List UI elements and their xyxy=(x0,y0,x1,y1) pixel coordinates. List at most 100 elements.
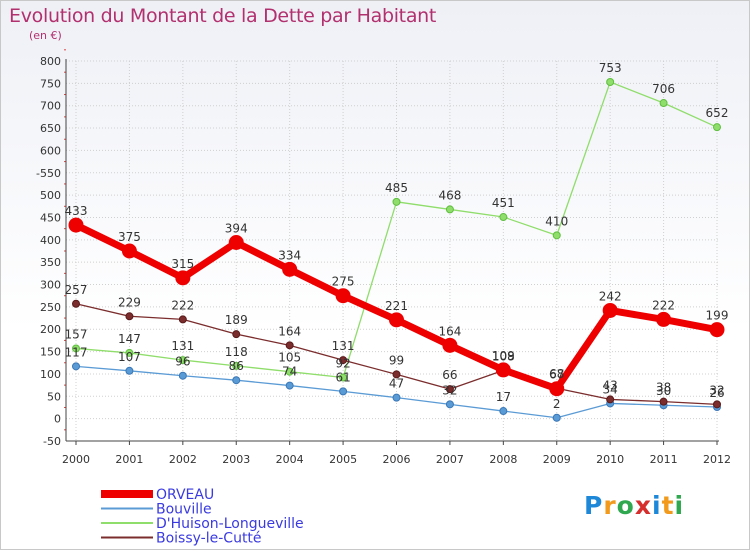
data-point-boissy-le-cutte xyxy=(125,312,134,321)
x-tick-label: 2010 xyxy=(596,453,624,466)
data-point-boissy-le-cutte xyxy=(72,299,80,308)
y-tick-label: 50 xyxy=(47,390,61,403)
data-label-bouville: 30 xyxy=(656,384,671,398)
data-point-bouville xyxy=(125,366,134,375)
logo-letter: t xyxy=(661,491,675,520)
y-tick-label: 150 xyxy=(40,346,61,359)
data-point-orveau xyxy=(495,362,511,378)
y-tick-label: 800 xyxy=(40,55,61,68)
data-label-bouville: 117 xyxy=(65,345,88,359)
y-tick-label: 300 xyxy=(40,279,61,292)
data-label-d-huison-longueville: 451 xyxy=(492,196,515,210)
data-label-boissy-le-cutte: 32 xyxy=(709,383,724,397)
y-tick-label: 400 xyxy=(40,234,61,247)
y-tick-label: 600 xyxy=(40,144,61,157)
data-point-orveau xyxy=(68,217,84,233)
x-tick-label: 2004 xyxy=(276,453,304,466)
logo-letter: i xyxy=(652,491,662,520)
data-point-orveau xyxy=(709,322,725,338)
y-tick-label: -550 xyxy=(36,167,61,180)
data-label-boissy-le-cutte: 43 xyxy=(603,378,618,392)
y-tick-label: 450 xyxy=(40,211,61,224)
data-point-boissy-le-cutte xyxy=(178,315,187,324)
data-label-bouville: 34 xyxy=(603,382,618,396)
data-point-d-huison-longueville xyxy=(445,205,454,214)
logo-letter: o xyxy=(616,491,635,520)
y-tick-label: 100 xyxy=(40,368,61,381)
data-label-bouville: 86 xyxy=(229,359,244,373)
data-label-d-huison-longueville: 92 xyxy=(335,357,350,371)
x-tick-label: 2008 xyxy=(489,453,517,466)
data-label-orveau: 222 xyxy=(652,298,675,312)
data-label-bouville: 61 xyxy=(335,370,350,384)
data-point-boissy-le-cutte xyxy=(339,356,348,365)
data-point-boissy-le-cutte xyxy=(445,385,454,394)
data-point-boissy-le-cutte xyxy=(659,397,668,406)
data-label-orveau: 375 xyxy=(118,230,141,244)
data-label-orveau: 109 xyxy=(492,349,515,363)
x-tick-label: 2000 xyxy=(62,453,90,466)
data-point-bouville xyxy=(392,393,401,402)
data-label-bouville: 26 xyxy=(709,386,724,400)
logo-letter: x xyxy=(634,491,652,520)
data-label-orveau: 67 xyxy=(549,368,564,382)
data-label-orveau: 334 xyxy=(278,248,301,262)
x-tick-label: 2002 xyxy=(169,453,197,466)
data-point-orveau xyxy=(121,243,137,259)
data-point-orveau xyxy=(282,261,298,277)
y-tick-label: 650 xyxy=(40,122,61,135)
data-label-orveau: 242 xyxy=(599,289,622,303)
data-point-d-huison-longueville xyxy=(72,344,80,353)
data-label-boissy-le-cutte: 99 xyxy=(389,353,404,367)
data-point-boissy-le-cutte xyxy=(232,330,241,339)
data-label-boissy-le-cutte: 38 xyxy=(656,381,671,395)
data-label-boissy-le-cutte: 66 xyxy=(442,368,457,382)
data-point-orveau xyxy=(389,312,404,328)
data-label-orveau: 221 xyxy=(385,299,408,313)
data-point-d-huison-longueville xyxy=(659,99,668,108)
chart-title: Evolution du Montant de la Dette par Hab… xyxy=(9,5,437,27)
y-tick-label: 200 xyxy=(40,323,61,336)
data-point-d-huison-longueville xyxy=(125,348,134,357)
data-point-bouville xyxy=(72,362,80,371)
data-label-bouville: 32 xyxy=(442,383,457,397)
data-point-bouville xyxy=(178,371,187,380)
data-point-orveau xyxy=(442,337,458,353)
data-point-boissy-le-cutte xyxy=(713,400,721,409)
data-point-orveau xyxy=(602,302,618,318)
data-point-orveau xyxy=(175,270,191,286)
data-point-d-huison-longueville xyxy=(713,123,721,132)
y-tick-label: 700 xyxy=(40,100,61,113)
x-tick-label: 2011 xyxy=(650,453,678,466)
data-label-d-huison-longueville: 105 xyxy=(278,351,301,365)
data-point-d-huison-longueville xyxy=(552,231,561,240)
data-label-bouville: 74 xyxy=(282,365,297,379)
data-label-d-huison-longueville: 410 xyxy=(545,214,568,228)
data-label-bouville: 47 xyxy=(389,377,404,391)
data-point-bouville xyxy=(552,413,561,422)
data-label-d-huison-longueville: 485 xyxy=(385,181,408,195)
data-point-d-huison-longueville xyxy=(606,78,615,87)
data-label-d-huison-longueville: 706 xyxy=(652,82,675,96)
x-tick-label: 2001 xyxy=(115,453,143,466)
data-point-d-huison-longueville xyxy=(499,213,508,222)
legend-label-bouville: Bouville xyxy=(156,502,212,518)
data-label-d-huison-longueville: 118 xyxy=(225,345,248,359)
x-tick-label: 2003 xyxy=(222,453,250,466)
x-tick-label: 2005 xyxy=(329,453,357,466)
y-tick-label: 750 xyxy=(40,77,61,90)
data-point-bouville xyxy=(445,400,454,409)
data-point-orveau xyxy=(335,288,351,304)
data-point-bouville xyxy=(499,407,508,416)
data-label-boissy-le-cutte: 229 xyxy=(118,295,141,309)
data-point-orveau xyxy=(228,235,244,251)
y-tick-label: 0 xyxy=(54,413,61,426)
data-label-d-huison-longueville: 157 xyxy=(65,327,88,341)
data-point-d-huison-longueville xyxy=(285,367,294,376)
data-label-d-huison-longueville: 652 xyxy=(706,106,729,120)
data-label-orveau: 433 xyxy=(65,204,88,218)
data-label-orveau: 199 xyxy=(706,309,729,323)
x-tick-label: 2006 xyxy=(383,453,411,466)
